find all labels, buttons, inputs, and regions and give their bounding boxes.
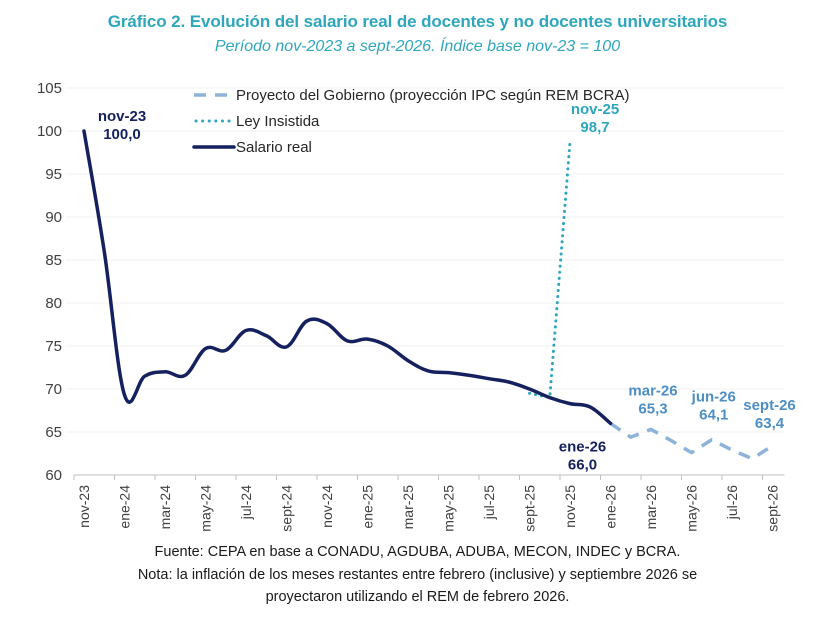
data-label-value: 98,7 [580,119,609,136]
x-tick-label: may-26 [684,485,700,532]
x-tick-label: mar-24 [157,485,173,530]
data-label-date: mar-26 [628,382,677,399]
chart-subtitle: Período nov-2023 a sept-2026. Índice bas… [214,38,621,55]
series-line-dotted [528,140,572,400]
gridlines [66,87,785,433]
y-tick-label: 75 [45,338,62,355]
data-label-value: 64,1 [699,407,728,424]
series-layer [82,129,774,461]
data-label-date: sept-26 [743,397,796,414]
x-tick-label: jul-25 [481,485,497,520]
y-tick-label: 95 [45,166,62,183]
data-label-value: 65,3 [638,400,667,417]
x-tick-label: ene-25 [360,485,376,529]
data-label-value: 100,0 [103,126,141,143]
y-tick-label: 105 [37,80,62,97]
legend-label: Proyecto del Gobierno (proyección IPC se… [236,87,630,104]
y-axis: 60 65 70 75 80 85 90 95 100 105 [37,80,62,484]
y-tick-label: 90 [45,209,62,226]
data-label-value: 66,0 [568,456,597,473]
y-tick-label: 65 [45,424,62,441]
x-tick-label: nov-23 [76,485,92,528]
data-label-date: jun-26 [691,389,736,406]
footnote-line-2: proyectaron utilizando el REM de febrero… [265,589,570,605]
y-tick-label: 100 [37,123,62,140]
footnote-line-1: Nota: la inflación de los meses restante… [137,567,698,583]
series-line-dashed [609,421,774,461]
y-tick-label: 80 [45,295,62,312]
data-label-date: ene-26 [559,438,607,455]
x-tick-label: mar-26 [643,485,659,530]
x-tick-label: may-24 [198,485,214,532]
x-tick-label: mar-25 [400,485,416,530]
data-label-date: nov-23 [98,108,146,125]
series-line-solid [82,129,613,426]
x-tick-label: sept-25 [522,485,538,532]
source-note: Fuente: CEPA en base a CONADU, AGDUBA, A… [154,544,681,560]
y-tick-label: 70 [45,381,62,398]
legend-label: Salario real [236,139,312,156]
x-tick-label: ene-24 [117,485,133,529]
x-axis: nov-23 ene-24 mar-24 may-24 jul-24 sept-24 nov… [73,474,785,532]
data-label-date: nov-25 [571,101,619,118]
y-tick-label: 60 [45,467,62,484]
chart-title: Gráfico 2. Evolución del salario real de… [107,12,728,31]
y-tick-label: 85 [45,252,62,269]
x-tick-label: may-25 [441,485,457,532]
legend: Proyecto del Gobierno (proyección IPC se… [192,87,630,156]
x-tick-label: sept-26 [765,485,781,532]
x-tick-label: nov-24 [319,485,335,528]
legend-label: Ley Insistida [236,113,320,130]
x-tick-label: nov-25 [562,485,578,528]
x-tick-label: jul-26 [724,485,740,520]
data-label-value: 63,4 [755,415,785,432]
x-tick-label: jul-24 [238,485,254,520]
x-tick-label: sept-24 [279,485,295,532]
x-tick-label: ene-26 [603,485,619,529]
